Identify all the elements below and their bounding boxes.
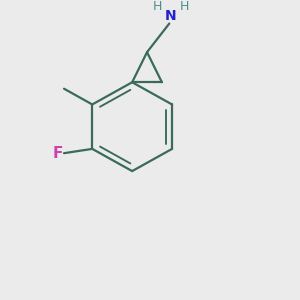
Text: F: F [52, 146, 63, 161]
Text: N: N [165, 9, 177, 23]
Text: H: H [179, 0, 189, 14]
Text: H: H [153, 0, 162, 14]
